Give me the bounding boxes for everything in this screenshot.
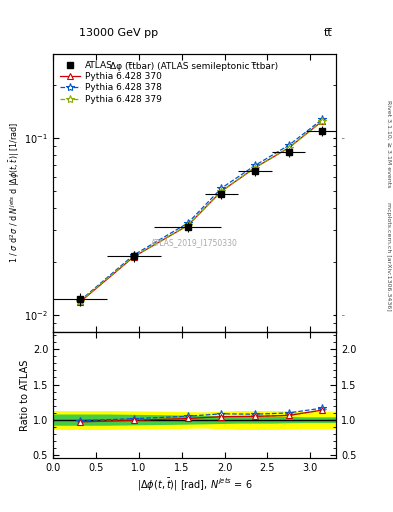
- Text: ATLAS_2019_I1750330: ATLAS_2019_I1750330: [151, 239, 238, 247]
- Y-axis label: Ratio to ATLAS: Ratio to ATLAS: [20, 359, 30, 431]
- X-axis label: $|\Delta\phi(t,\bar{t})|$ [rad], $N^{jets}$ = 6: $|\Delta\phi(t,\bar{t})|$ [rad], $N^{jet…: [137, 477, 252, 493]
- Text: Δφ (t̅tbar) (ATLAS semileptonic t̅tbar): Δφ (t̅tbar) (ATLAS semileptonic t̅tbar): [110, 62, 279, 71]
- Text: tt̅: tt̅: [323, 28, 332, 38]
- Text: 13000 GeV pp: 13000 GeV pp: [79, 28, 158, 38]
- Text: mcplots.cern.ch [arXiv:1306.3436]: mcplots.cern.ch [arXiv:1306.3436]: [386, 202, 391, 310]
- Text: Rivet 3.1.10, ≥ 3.1M events: Rivet 3.1.10, ≥ 3.1M events: [386, 100, 391, 187]
- Y-axis label: 1 / $\sigma$ d$^2\sigma$ / d $N^{jets}$ d $|\Delta\phi(t,\bar{t})|$ [1/rad]: 1 / $\sigma$ d$^2\sigma$ / d $N^{jets}$ …: [7, 122, 22, 263]
- Legend: ATLAS, Pythia 6.428 370, Pythia 6.428 378, Pythia 6.428 379: ATLAS, Pythia 6.428 370, Pythia 6.428 37…: [57, 58, 164, 106]
